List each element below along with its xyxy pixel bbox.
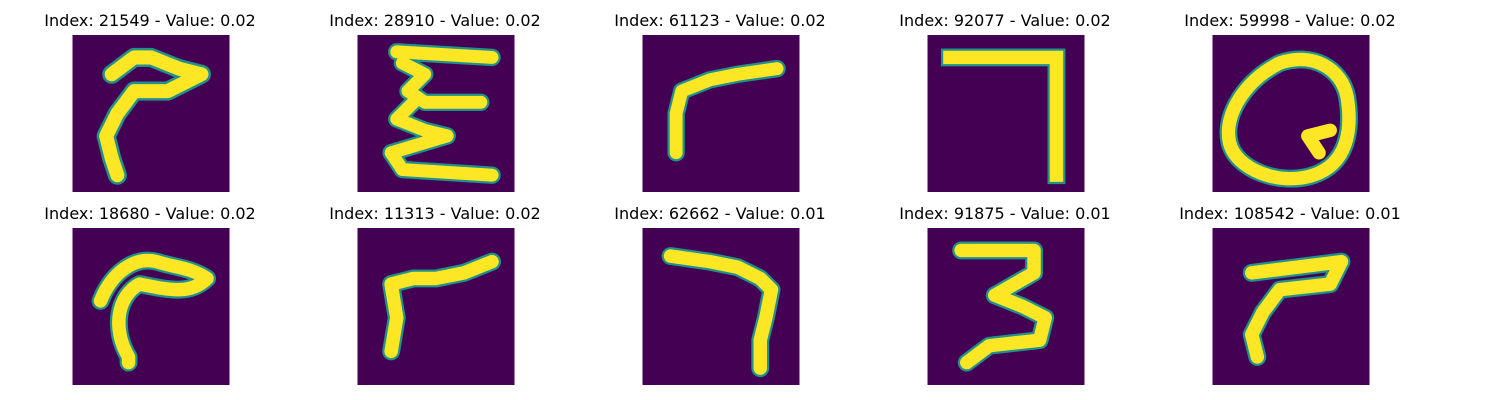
sample-cell: Index: 62662 - Value: 0.01 (570, 193, 870, 385)
sample-cell: Index: 59998 - Value: 0.02 (1140, 0, 1440, 192)
sample-image (642, 228, 800, 385)
sample-image (642, 35, 800, 192)
sample-cell: Index: 108542 - Value: 0.01 (1140, 193, 1440, 385)
sample-title: Index: 62662 - Value: 0.01 (614, 204, 826, 223)
sample-image (357, 35, 515, 192)
sample-title: Index: 21549 - Value: 0.02 (44, 11, 256, 30)
sample-cell: Index: 92077 - Value: 0.02 (855, 0, 1155, 192)
sample-image (1212, 228, 1370, 385)
sample-image (357, 228, 515, 385)
sample-cell: Index: 21549 - Value: 0.02 (0, 0, 300, 192)
sample-cell: Index: 61123 - Value: 0.02 (570, 0, 870, 192)
sample-title: Index: 61123 - Value: 0.02 (614, 11, 826, 30)
sample-image (927, 35, 1085, 192)
sample-title: Index: 92077 - Value: 0.02 (899, 11, 1111, 30)
sample-title: Index: 59998 - Value: 0.02 (1184, 11, 1396, 30)
sample-title: Index: 11313 - Value: 0.02 (329, 204, 541, 223)
sample-cell: Index: 11313 - Value: 0.02 (285, 193, 585, 385)
sample-image (927, 228, 1085, 385)
sample-image (1212, 35, 1370, 192)
sample-title: Index: 28910 - Value: 0.02 (329, 11, 541, 30)
sample-cell: Index: 18680 - Value: 0.02 (0, 193, 300, 385)
sample-image (72, 35, 230, 192)
sample-image (72, 228, 230, 385)
sample-title: Index: 108542 - Value: 0.01 (1179, 204, 1401, 223)
sample-title: Index: 18680 - Value: 0.02 (44, 204, 256, 223)
sample-cell: Index: 28910 - Value: 0.02 (285, 0, 585, 192)
sample-title: Index: 91875 - Value: 0.01 (899, 204, 1111, 223)
sample-cell: Index: 91875 - Value: 0.01 (855, 193, 1155, 385)
